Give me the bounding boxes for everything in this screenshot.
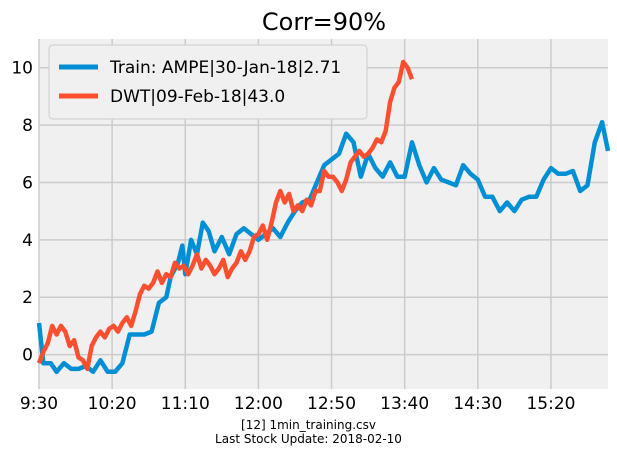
x-tick-label-6: 14:30 [453, 394, 502, 414]
x-tick-label-1: 10:20 [88, 394, 137, 414]
x-tick-label-4: 12:50 [307, 394, 356, 414]
series-layer [36, 59, 611, 375]
y-tick-label-5: 10 [11, 59, 33, 79]
chart-svg: 0 2 4 6 8 10 9:30 10:20 11:10 12:00 12:50 13:40 14:… [11, 8, 611, 414]
legend-box [48, 44, 368, 120]
x-tick-label-2: 11:10 [161, 394, 210, 414]
legend: Train: AMPE|30-Jan-18|2.71 DWT|09-Feb-18… [48, 44, 368, 120]
y-tick-label-3: 6 [22, 173, 33, 193]
y-axis: 0 2 4 6 8 10 [11, 59, 33, 366]
x-axis: 9:30 10:20 11:10 12:00 12:50 13:40 14:30 15:20 [20, 394, 576, 414]
y-tick-label-1: 2 [22, 288, 33, 308]
legend-label-train: Train: AMPE|30-Jan-18|2.71 [109, 58, 341, 78]
x-tick-label-7: 15:20 [526, 394, 575, 414]
series-line-1 [36, 59, 415, 372]
x-tick-label-5: 13:40 [380, 394, 429, 414]
y-tick-label-0: 0 [22, 346, 33, 366]
x-tick-label-3: 12:00 [234, 394, 283, 414]
x-tick-label-0: 9:30 [20, 394, 58, 414]
y-tick-label-4: 8 [22, 116, 33, 136]
chart-title: Corr=90% [262, 8, 386, 36]
y-tick-label-2: 4 [22, 231, 33, 251]
caption-last-update: Last Stock Update: 2018-02-10 [215, 432, 402, 446]
legend-label-dwt: DWT|09-Feb-18|43.0 [110, 87, 285, 107]
caption-filename: [12] 1min_training.csv [241, 418, 376, 432]
